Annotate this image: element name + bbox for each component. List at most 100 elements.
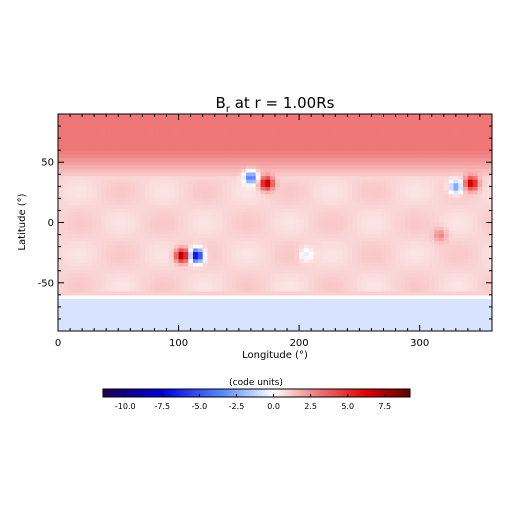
heatmap-cell: [217, 302, 223, 307]
heatmap-cell: [111, 251, 117, 256]
heatmap-cell: [164, 157, 170, 162]
heatmap-cell: [467, 157, 474, 162]
heatmap-cell: [226, 236, 233, 242]
heatmap-cell: [342, 157, 348, 162]
heatmap-cell: [202, 153, 209, 158]
heatmap-cell: [149, 247, 156, 253]
heatmap-cell: [395, 262, 401, 267]
heatmap-cell: [207, 186, 213, 191]
heatmap-cell: [125, 204, 131, 209]
heatmap-cell: [236, 161, 242, 166]
heatmap-cell: [385, 189, 392, 195]
heatmap-cell: [202, 244, 209, 249]
heatmap-cell: [82, 139, 88, 144]
heatmap-cell: [96, 312, 102, 318]
heatmap-cell: [395, 186, 401, 191]
heatmap-cell: [275, 309, 281, 314]
heatmap-cell: [106, 204, 112, 209]
heatmap-cell: [62, 193, 69, 198]
heatmap-cell: [279, 171, 286, 177]
heatmap-cell: [448, 312, 455, 318]
heatmap-cell: [159, 182, 165, 187]
heatmap-cell: [410, 171, 416, 177]
heatmap-cell: [72, 135, 78, 140]
heatmap-cell: [385, 294, 392, 300]
heatmap-cell: [86, 189, 93, 195]
heatmap-cell: [183, 175, 189, 180]
heatmap-cell: [303, 323, 310, 328]
heatmap-cell: [270, 218, 276, 224]
heatmap-cell: [149, 208, 156, 213]
heatmap-cell: [202, 226, 209, 231]
heatmap-cell: [241, 309, 247, 314]
heatmap-cell: [265, 287, 271, 292]
heatmap-cell: [419, 269, 426, 274]
heatmap-cell: [130, 236, 136, 242]
heatmap-cell: [410, 218, 416, 224]
heatmap-cell: [284, 229, 291, 234]
heatmap-cell: [246, 316, 252, 321]
heatmap-cell: [308, 171, 315, 177]
heatmap-cell: [438, 208, 445, 213]
heatmap-cell: [467, 291, 474, 296]
heatmap-cell: [77, 316, 83, 321]
heatmap-cell: [443, 208, 450, 213]
heatmap-cell: [395, 312, 401, 318]
heatmap-cell: [231, 186, 238, 191]
heatmap-cell: [467, 135, 474, 140]
heatmap-cell: [328, 302, 334, 307]
heatmap-cell: [135, 171, 141, 177]
heatmap-cell: [193, 305, 199, 310]
heatmap-cell: [463, 247, 469, 253]
heatmap-cell: [231, 312, 238, 318]
heatmap-cell: [294, 153, 300, 158]
heatmap-cell: [410, 204, 416, 209]
heatmap-cell: [487, 218, 492, 224]
heatmap-cell: [120, 193, 127, 198]
heatmap-cell: [111, 298, 117, 303]
heatmap-cell: [472, 229, 479, 234]
heatmap-cell: [250, 294, 257, 300]
heatmap-cell: [188, 204, 194, 209]
heatmap-cell: [467, 283, 474, 289]
heatmap-cell: [91, 179, 98, 184]
heatmap-cell: [390, 287, 397, 292]
heatmap-cell: [135, 150, 141, 155]
heatmap-cell: [472, 164, 479, 169]
heatmap-cell: [115, 186, 122, 191]
heatmap-cell: [419, 208, 426, 213]
heatmap-cell: [270, 222, 276, 227]
heatmap-cell: [164, 258, 170, 263]
heatmap-cell: [434, 229, 440, 234]
heatmap-cell: [395, 146, 401, 151]
heatmap-cell: [361, 276, 368, 281]
heatmap-cell: [255, 208, 262, 213]
heatmap-cell: [183, 164, 189, 169]
heatmap-cell: [125, 128, 131, 133]
heatmap-cell: [477, 262, 483, 267]
heatmap-cell: [236, 135, 242, 140]
heatmap-cell: [352, 157, 358, 162]
heatmap-cell: [356, 218, 363, 224]
heatmap-cell: [188, 135, 194, 140]
heatmap-cell: [323, 182, 329, 187]
heatmap-cell: [429, 265, 435, 271]
heatmap-cell: [352, 182, 358, 187]
heatmap-cell: [332, 240, 339, 245]
heatmap-cell: [347, 323, 353, 328]
heatmap-cell: [159, 302, 165, 307]
chart-title: Br at r = 1.00Rs: [216, 94, 335, 115]
heatmap-cell: [438, 146, 445, 151]
heatmap-cell: [275, 157, 281, 162]
heatmap-cell: [332, 291, 339, 296]
heatmap-cell: [149, 240, 156, 245]
heatmap-cell: [453, 320, 459, 325]
heatmap-cell: [323, 175, 329, 180]
heatmap-cell: [424, 186, 430, 191]
heatmap-cell: [299, 229, 305, 234]
heatmap-cell: [212, 189, 218, 195]
heatmap-cell: [467, 222, 474, 227]
heatmap-cell: [371, 323, 377, 328]
heatmap-cell: [352, 135, 358, 140]
heatmap-cell: [284, 298, 291, 303]
